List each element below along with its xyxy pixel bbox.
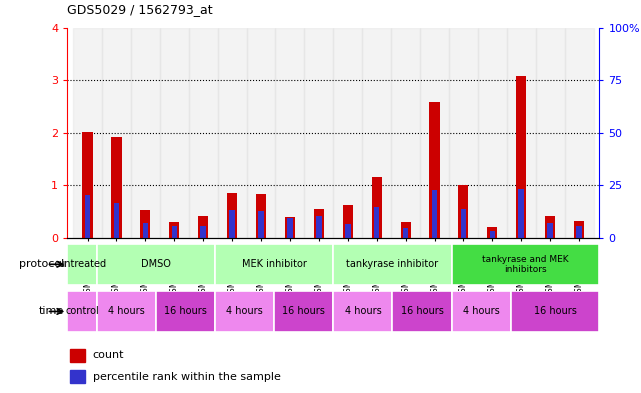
Bar bbox=[85, 195, 90, 238]
Bar bbox=[314, 209, 324, 238]
Text: 4 hours: 4 hours bbox=[108, 307, 145, 316]
Bar bbox=[156, 291, 215, 332]
Bar bbox=[519, 189, 524, 238]
Bar bbox=[131, 28, 160, 238]
Text: 4 hours: 4 hours bbox=[226, 307, 263, 316]
Text: protocol: protocol bbox=[19, 259, 64, 269]
Bar bbox=[172, 226, 177, 238]
Bar bbox=[215, 244, 333, 285]
Bar bbox=[160, 28, 188, 238]
Bar bbox=[304, 28, 333, 238]
Bar bbox=[67, 244, 97, 285]
Bar bbox=[511, 291, 599, 332]
Text: percentile rank within the sample: percentile rank within the sample bbox=[93, 372, 281, 382]
Bar bbox=[73, 28, 102, 238]
Bar bbox=[420, 28, 449, 238]
Text: count: count bbox=[93, 350, 124, 360]
Bar bbox=[372, 177, 382, 238]
Bar bbox=[547, 223, 553, 238]
Bar bbox=[576, 226, 582, 238]
Bar bbox=[333, 244, 451, 285]
Bar bbox=[516, 76, 526, 238]
Bar bbox=[258, 211, 264, 238]
Bar bbox=[198, 216, 208, 238]
Text: 16 hours: 16 hours bbox=[164, 307, 207, 316]
Bar bbox=[287, 218, 293, 238]
Bar bbox=[536, 28, 565, 238]
Text: 4 hours: 4 hours bbox=[344, 307, 381, 316]
Text: 16 hours: 16 hours bbox=[533, 307, 576, 316]
Text: untreated: untreated bbox=[58, 259, 106, 269]
Bar bbox=[458, 185, 469, 238]
Text: 4 hours: 4 hours bbox=[463, 307, 499, 316]
Bar bbox=[70, 349, 85, 362]
Bar bbox=[169, 222, 179, 238]
Text: 16 hours: 16 hours bbox=[401, 307, 444, 316]
Bar bbox=[374, 207, 379, 238]
Bar bbox=[201, 226, 206, 238]
Text: 16 hours: 16 hours bbox=[282, 307, 325, 316]
Text: control: control bbox=[65, 307, 99, 316]
Bar bbox=[545, 216, 555, 238]
Text: tankyrase and MEK
inhibitors: tankyrase and MEK inhibitors bbox=[482, 255, 569, 274]
Bar bbox=[574, 221, 584, 238]
Bar bbox=[565, 28, 594, 238]
Bar bbox=[362, 28, 391, 238]
Bar bbox=[343, 205, 353, 238]
Bar bbox=[188, 28, 218, 238]
Bar bbox=[449, 28, 478, 238]
Bar bbox=[401, 222, 411, 238]
Bar bbox=[229, 210, 235, 238]
Bar bbox=[490, 231, 495, 238]
Bar bbox=[97, 291, 156, 332]
Bar bbox=[285, 217, 295, 238]
Bar bbox=[276, 28, 304, 238]
Bar bbox=[333, 291, 392, 332]
Bar bbox=[451, 244, 599, 285]
Bar bbox=[274, 291, 333, 332]
Bar bbox=[70, 370, 85, 384]
Bar bbox=[140, 210, 151, 238]
Bar bbox=[256, 194, 266, 238]
Bar bbox=[97, 244, 215, 285]
Text: tankyrase inhibitor: tankyrase inhibitor bbox=[346, 259, 438, 269]
Bar bbox=[333, 28, 362, 238]
Text: time: time bbox=[39, 307, 64, 316]
Bar bbox=[316, 216, 322, 238]
Bar bbox=[142, 223, 148, 238]
Bar bbox=[432, 191, 437, 238]
Bar bbox=[247, 28, 276, 238]
Text: GDS5029 / 1562793_at: GDS5029 / 1562793_at bbox=[67, 3, 213, 16]
Bar bbox=[227, 193, 237, 238]
Bar bbox=[461, 209, 466, 238]
Bar bbox=[345, 224, 351, 238]
Bar bbox=[113, 203, 119, 238]
Text: MEK inhibitor: MEK inhibitor bbox=[242, 259, 306, 269]
Bar bbox=[67, 291, 97, 332]
Bar bbox=[391, 28, 420, 238]
Text: DMSO: DMSO bbox=[141, 259, 171, 269]
Bar bbox=[403, 228, 408, 238]
Bar bbox=[478, 28, 507, 238]
Bar bbox=[392, 291, 451, 332]
Bar bbox=[215, 291, 274, 332]
Bar bbox=[487, 227, 497, 238]
Bar bbox=[507, 28, 536, 238]
Bar bbox=[112, 137, 122, 238]
Bar bbox=[429, 102, 440, 238]
Bar bbox=[451, 291, 511, 332]
Bar bbox=[102, 28, 131, 238]
Bar bbox=[218, 28, 247, 238]
Bar bbox=[83, 132, 92, 238]
